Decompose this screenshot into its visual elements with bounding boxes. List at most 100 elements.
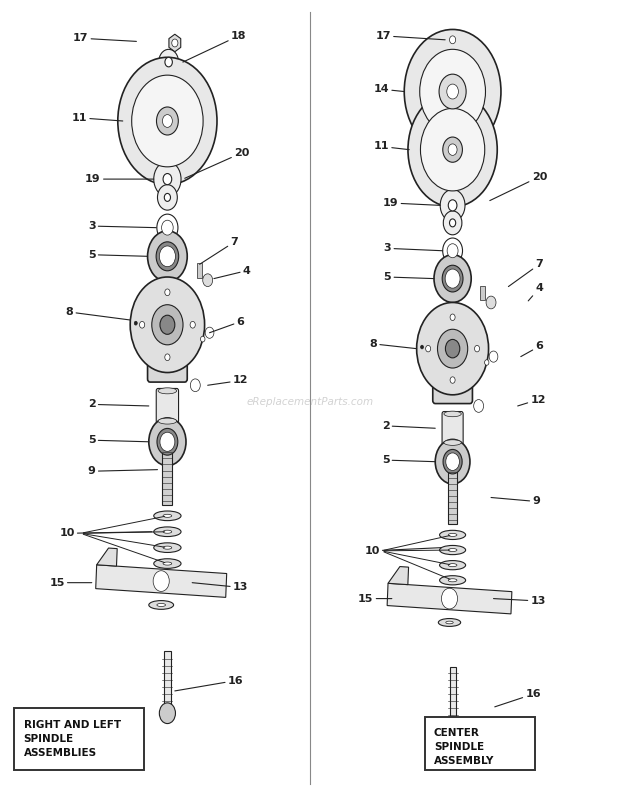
Ellipse shape	[448, 564, 457, 567]
Circle shape	[165, 57, 172, 67]
Text: 9: 9	[88, 466, 157, 476]
Circle shape	[450, 36, 456, 44]
Circle shape	[448, 200, 457, 211]
Text: 5: 5	[382, 455, 435, 465]
Circle shape	[438, 330, 467, 368]
Circle shape	[417, 302, 489, 395]
Circle shape	[443, 137, 463, 162]
Circle shape	[442, 265, 463, 292]
Text: 5: 5	[88, 250, 148, 259]
Polygon shape	[388, 567, 409, 584]
Circle shape	[443, 238, 463, 263]
Circle shape	[404, 29, 501, 154]
Ellipse shape	[154, 511, 181, 521]
Bar	[450, 667, 456, 724]
Text: 12: 12	[208, 376, 248, 385]
Circle shape	[447, 244, 458, 258]
Circle shape	[160, 315, 175, 334]
Circle shape	[164, 193, 171, 201]
Text: 8: 8	[66, 307, 130, 320]
Text: 3: 3	[384, 244, 443, 253]
FancyBboxPatch shape	[148, 330, 187, 382]
Circle shape	[157, 214, 178, 241]
Circle shape	[474, 345, 480, 352]
Text: 11: 11	[373, 142, 409, 151]
Polygon shape	[97, 548, 117, 566]
Text: 9: 9	[491, 497, 540, 506]
Circle shape	[420, 108, 485, 191]
Ellipse shape	[448, 548, 457, 552]
Circle shape	[439, 74, 466, 109]
Circle shape	[445, 269, 460, 288]
Text: 18: 18	[183, 31, 247, 62]
Ellipse shape	[444, 411, 461, 417]
Circle shape	[447, 84, 458, 99]
Circle shape	[441, 588, 458, 609]
Circle shape	[153, 571, 169, 591]
Ellipse shape	[440, 545, 466, 555]
FancyBboxPatch shape	[433, 353, 472, 404]
Ellipse shape	[440, 560, 466, 570]
Polygon shape	[197, 263, 202, 278]
Circle shape	[486, 296, 496, 309]
Ellipse shape	[158, 388, 177, 394]
Ellipse shape	[154, 559, 181, 568]
Ellipse shape	[154, 543, 181, 552]
Text: 4: 4	[528, 283, 543, 301]
Circle shape	[435, 439, 470, 484]
Circle shape	[434, 255, 471, 302]
Text: 11: 11	[72, 113, 123, 123]
Bar	[162, 442, 172, 505]
Circle shape	[190, 379, 200, 392]
Text: 3: 3	[88, 221, 156, 231]
Circle shape	[140, 322, 144, 328]
Circle shape	[205, 327, 214, 338]
Circle shape	[443, 450, 462, 474]
Circle shape	[130, 277, 205, 373]
Circle shape	[190, 322, 195, 328]
Text: 6: 6	[521, 341, 543, 357]
Text: 13: 13	[192, 583, 248, 592]
Circle shape	[425, 345, 431, 352]
Text: 16: 16	[175, 676, 244, 691]
Text: 19: 19	[383, 198, 440, 208]
Ellipse shape	[149, 600, 174, 610]
Text: 8: 8	[370, 339, 417, 349]
Circle shape	[450, 314, 455, 321]
Ellipse shape	[440, 576, 466, 585]
Circle shape	[450, 377, 455, 384]
Text: 7: 7	[200, 237, 238, 264]
Ellipse shape	[157, 603, 166, 607]
Text: 20: 20	[490, 172, 547, 201]
FancyBboxPatch shape	[156, 388, 179, 423]
Text: 14: 14	[373, 84, 404, 94]
Bar	[164, 651, 171, 711]
Circle shape	[172, 39, 178, 47]
Ellipse shape	[163, 530, 172, 533]
Polygon shape	[387, 583, 512, 614]
Circle shape	[157, 428, 178, 455]
Circle shape	[200, 336, 205, 342]
Circle shape	[448, 144, 457, 155]
Circle shape	[443, 211, 462, 235]
FancyBboxPatch shape	[442, 412, 463, 445]
Text: 16: 16	[495, 689, 541, 707]
Circle shape	[154, 162, 181, 197]
Text: CENTER
SPINDLE
ASSEMBLY: CENTER SPINDLE ASSEMBLY	[434, 728, 494, 766]
Ellipse shape	[440, 530, 466, 540]
Text: 2: 2	[88, 400, 149, 409]
Circle shape	[156, 242, 179, 271]
Bar	[448, 462, 458, 524]
Ellipse shape	[158, 418, 177, 424]
Circle shape	[163, 174, 172, 185]
Circle shape	[162, 115, 172, 127]
Text: 15: 15	[358, 594, 392, 603]
Circle shape	[157, 185, 177, 210]
Text: 12: 12	[518, 395, 546, 406]
Text: 17: 17	[73, 33, 136, 43]
Text: 15: 15	[50, 578, 92, 587]
Ellipse shape	[448, 533, 457, 537]
Circle shape	[118, 57, 217, 185]
Circle shape	[162, 220, 173, 235]
Circle shape	[489, 351, 498, 362]
